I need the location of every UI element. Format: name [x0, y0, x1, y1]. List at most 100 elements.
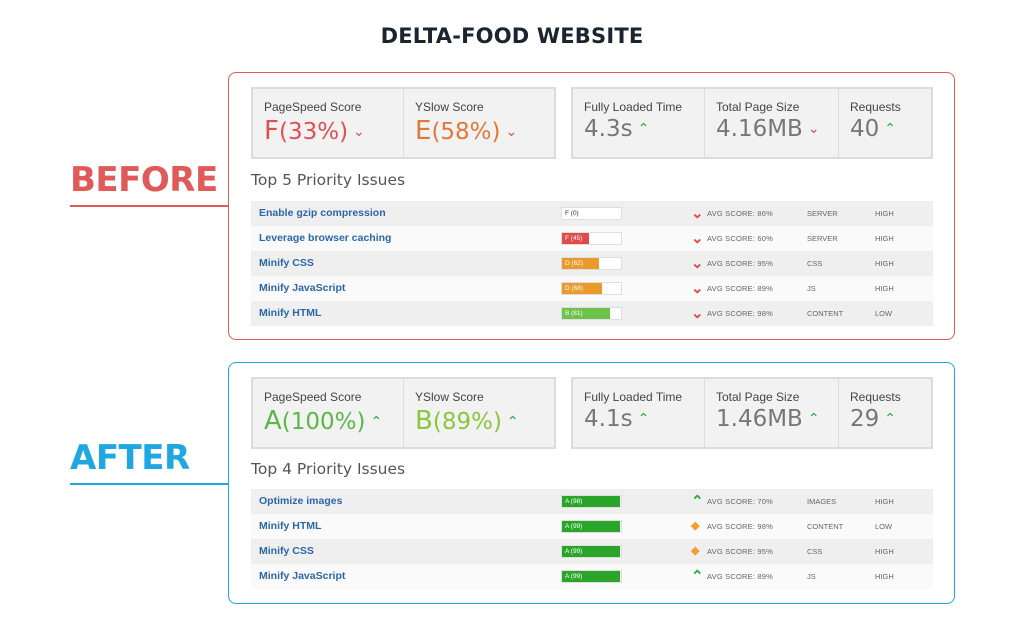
- grade-bar: A (99): [561, 520, 622, 533]
- before-yslow-score: YSlow Score E(58%) ⌄: [404, 89, 554, 157]
- issue-row: Minify JavaScript D (68) ⌄ AVG SCORE: 89% JS…: [251, 276, 933, 301]
- after-pagespeed-score: PageSpeed Score A(100%) ⌃: [253, 379, 404, 447]
- chevron-up-icon: ⌃: [637, 411, 650, 427]
- chevron-down-icon: ⌄: [691, 280, 704, 297]
- after-yslow-score: YSlow Score B(89%) ⌃: [404, 379, 554, 447]
- grade-label: B (81): [565, 310, 583, 317]
- issue-row: Minify JavaScript A (99) ⌃ AVG SCORE: 89% JS…: [251, 564, 933, 589]
- issue-name-link[interactable]: Leverage browser caching: [259, 232, 392, 244]
- avg-score: AVG SCORE: 60%: [707, 234, 774, 243]
- chevron-down-icon: ⌄: [807, 121, 820, 137]
- requests-value: 29: [850, 406, 880, 432]
- avg-score: AVG SCORE: 95%: [707, 547, 774, 556]
- issue-priority: HIGH: [875, 209, 894, 218]
- page-size-label: Total Page Size: [716, 100, 800, 114]
- pagespeed-value: (33%): [278, 119, 349, 145]
- chevron-down-icon: ⌄: [691, 230, 704, 247]
- pagespeed-grade: F: [264, 116, 279, 146]
- issue-category: JS: [807, 572, 816, 581]
- requests-value: 40: [850, 116, 880, 142]
- chevron-down-icon: ⌄: [691, 305, 704, 322]
- grade-label: A (99): [565, 548, 583, 555]
- issue-priority: HIGH: [875, 234, 894, 243]
- after-issues-table: Optimize images A (98) ⌃ AVG SCORE: 70% IMAG…: [251, 489, 933, 589]
- chevron-up-icon: ⌃: [691, 568, 704, 585]
- grade-bar-fill: [562, 571, 621, 582]
- page-title: DELTA-FOOD WEBSITE: [380, 24, 644, 48]
- issue-row: Enable gzip compression F (0) ⌄ AVG SCORE: …: [251, 201, 933, 226]
- issue-priority: HIGH: [875, 284, 894, 293]
- grade-bar: F (0): [561, 207, 622, 220]
- grade-label: F (0): [565, 210, 579, 217]
- yslow-value: (58%): [431, 119, 501, 145]
- grade-bar-fill: [562, 546, 621, 557]
- issue-name-link[interactable]: Enable gzip compression: [259, 207, 386, 219]
- issue-name-link[interactable]: Minify JavaScript: [259, 570, 346, 582]
- chevron-up-icon: ⌃: [637, 121, 650, 137]
- avg-score: AVG SCORE: 98%: [707, 309, 774, 318]
- issue-row: Minify HTML A (99) ◆ AVG SCORE: 98% CONTENT L…: [251, 514, 933, 539]
- issue-row: Minify CSS A (99) ◆ AVG SCORE: 95% CSS HIGH: [251, 539, 933, 564]
- pagespeed-grade: A: [264, 406, 282, 436]
- issue-name-link[interactable]: Minify CSS: [259, 257, 314, 269]
- before-load-time: Fully Loaded Time 4.3s ⌃: [573, 89, 705, 157]
- load-time-value: 4.3s: [584, 116, 633, 142]
- page-size-value: 4.16MB: [716, 116, 803, 142]
- issue-name-link[interactable]: Minify CSS: [259, 545, 314, 557]
- issue-category: CONTENT: [807, 522, 844, 531]
- avg-score: AVG SCORE: 98%: [707, 522, 774, 531]
- issue-name-link[interactable]: Optimize images: [259, 495, 343, 507]
- before-stats-box: Fully Loaded Time 4.3s ⌃ Total Page Size …: [571, 87, 933, 159]
- issue-row: Optimize images A (98) ⌃ AVG SCORE: 70% IMAG…: [251, 489, 933, 514]
- issue-name-link[interactable]: Minify JavaScript: [259, 282, 346, 294]
- yslow-label: YSlow Score: [415, 100, 484, 114]
- after-divider: [70, 483, 230, 485]
- before-page-size: Total Page Size 4.16MB ⌄: [705, 89, 839, 157]
- grade-bar-fill: [562, 233, 589, 244]
- page-size-value: 1.46MB: [716, 406, 803, 432]
- yslow-label: YSlow Score: [415, 390, 484, 404]
- issue-category: CSS: [807, 259, 823, 268]
- issue-category: SERVER: [807, 234, 838, 243]
- issue-row: Minify HTML B (81) ⌄ AVG SCORE: 98% CONTENT L…: [251, 301, 933, 326]
- yslow-value: (89%): [432, 409, 502, 435]
- issue-name-link[interactable]: Minify HTML: [259, 520, 322, 532]
- chevron-up-icon: ⌃: [691, 493, 704, 510]
- issue-priority: LOW: [875, 522, 893, 531]
- issue-priority: HIGH: [875, 572, 894, 581]
- after-score-box: PageSpeed Score A(100%) ⌃ YSlow Score B(8…: [251, 377, 556, 449]
- load-time-label: Fully Loaded Time: [584, 390, 683, 404]
- grade-label: A (99): [565, 523, 583, 530]
- grade-bar: B (81): [561, 307, 622, 320]
- before-pagespeed-score: PageSpeed Score F(33%) ⌄: [253, 89, 404, 157]
- grade-bar: A (98): [561, 495, 622, 508]
- requests-label: Requests: [850, 390, 901, 404]
- chevron-down-icon: ⌄: [353, 124, 365, 140]
- grade-label: D (62): [565, 260, 584, 267]
- grade-label: A (99): [565, 573, 583, 580]
- avg-score: AVG SCORE: 70%: [707, 497, 774, 506]
- grade-bar-fill: [562, 308, 610, 319]
- issue-priority: HIGH: [875, 259, 894, 268]
- issue-category: JS: [807, 284, 816, 293]
- after-page-size: Total Page Size 1.46MB ⌃: [705, 379, 839, 447]
- pagespeed-label: PageSpeed Score: [264, 100, 362, 114]
- issue-name-link[interactable]: Minify HTML: [259, 307, 322, 319]
- issue-category: SERVER: [807, 209, 838, 218]
- avg-score: AVG SCORE: 95%: [707, 259, 774, 268]
- yslow-grade: E: [415, 116, 432, 146]
- chevron-down-icon: ⌄: [505, 124, 518, 140]
- grade-label: D (68): [565, 285, 584, 292]
- after-requests: Requests 29 ⌃: [839, 379, 931, 447]
- before-issues-table: Enable gzip compression F (0) ⌄ AVG SCORE: …: [251, 201, 933, 326]
- issue-category: IMAGES: [807, 497, 837, 506]
- chevron-up-icon: ⌃: [506, 414, 519, 430]
- grade-bar: D (68): [561, 282, 622, 295]
- issue-priority: LOW: [875, 309, 893, 318]
- grade-bar: F (45): [561, 232, 622, 245]
- after-label: AFTER: [70, 438, 190, 478]
- chevron-up-icon: ⌃: [884, 411, 897, 427]
- page-size-label: Total Page Size: [716, 390, 800, 404]
- grade-bar-fill: [562, 521, 621, 532]
- grade-bar-fill: [562, 258, 599, 269]
